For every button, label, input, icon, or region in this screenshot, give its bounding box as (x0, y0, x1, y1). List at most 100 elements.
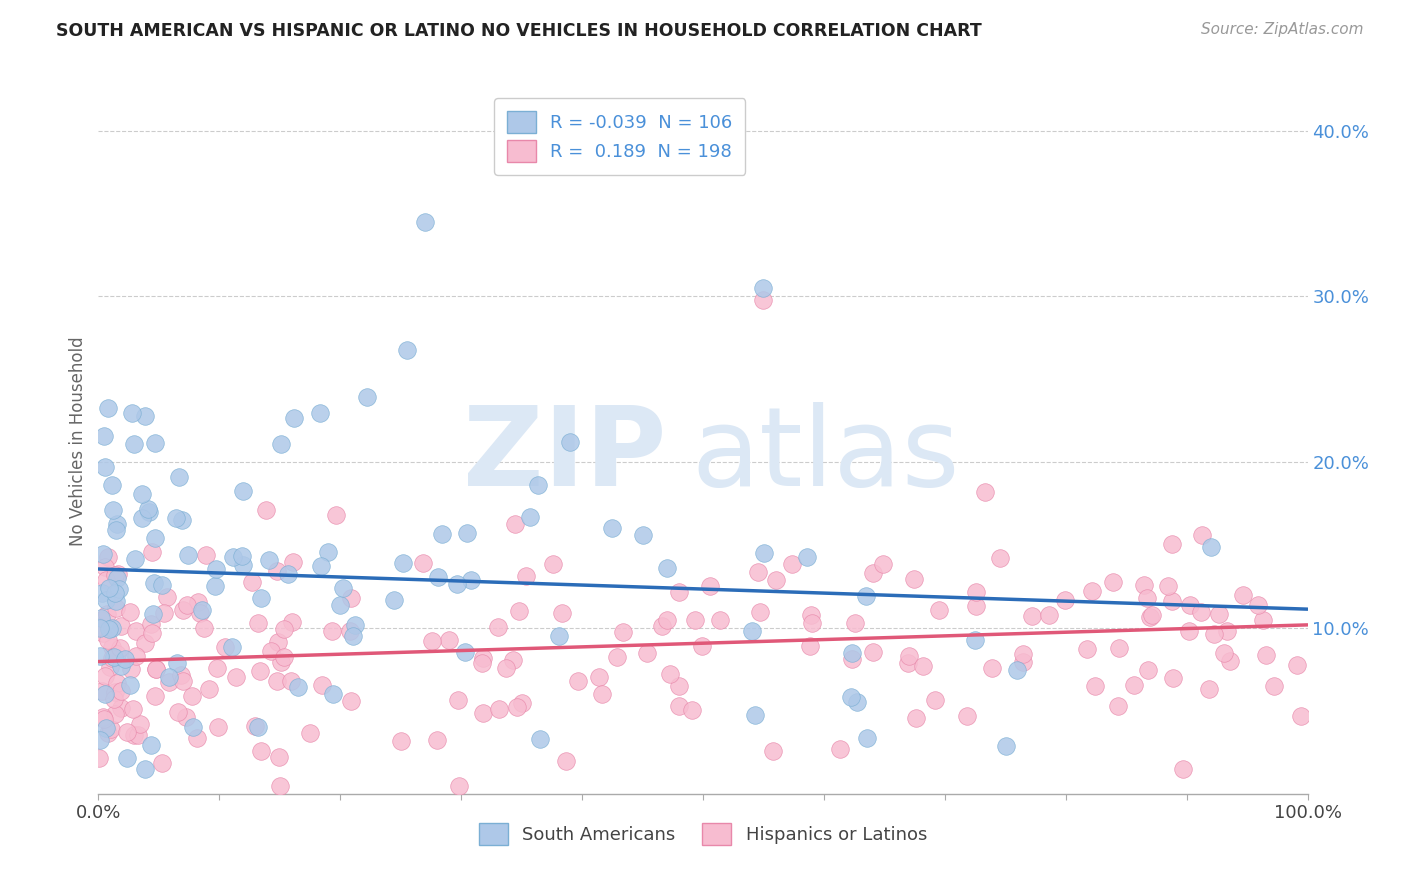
Point (145, 662, 167, 676)
Point (214, 640, 236, 655)
Point (1012, 648, 1035, 662)
Point (115, 724, 138, 739)
Point (995, 739, 1018, 754)
Point (138, 505, 160, 519)
Point (588, 670, 610, 684)
Point (105, 523, 128, 537)
Point (963, 632, 986, 647)
Point (176, 548, 198, 562)
Point (897, 656, 920, 670)
Point (515, 568, 537, 582)
Point (488, 702, 510, 716)
Point (447, 779, 470, 793)
Point (389, 733, 412, 747)
Point (1132, 577, 1154, 591)
Point (1247, 598, 1270, 612)
Point (800, 608, 823, 623)
Point (124, 552, 146, 566)
Point (96, 607, 118, 621)
Point (541, 558, 564, 572)
Point (114, 651, 136, 665)
Point (329, 598, 352, 612)
Point (103, 706, 125, 721)
Point (190, 606, 212, 620)
Point (749, 605, 772, 619)
Point (247, 720, 270, 734)
Point (744, 708, 766, 723)
Point (89, 621, 111, 635)
Point (668, 698, 690, 713)
Point (100, 722, 122, 736)
Point (299, 725, 322, 739)
Point (765, 574, 787, 588)
Point (249, 664, 271, 678)
Point (1216, 624, 1239, 638)
Point (127, 728, 149, 742)
Point (107, 517, 129, 532)
Point (98, 622, 121, 636)
Point (454, 645, 477, 659)
Point (107, 566, 129, 581)
Point (606, 650, 628, 665)
Point (1202, 627, 1225, 641)
Point (94, 459, 117, 474)
Point (841, 690, 863, 704)
Point (1251, 613, 1274, 627)
Point (1219, 654, 1241, 668)
Point (1232, 588, 1254, 602)
Point (115, 751, 138, 765)
Point (988, 551, 1011, 566)
Point (567, 673, 589, 688)
Point (668, 679, 690, 693)
Point (503, 517, 526, 532)
Point (1142, 608, 1164, 623)
Point (752, 293, 775, 307)
Point (1021, 609, 1043, 624)
Point (267, 749, 290, 764)
Point (956, 709, 979, 723)
Point (125, 649, 148, 664)
Point (91, 548, 114, 562)
Point (122, 701, 145, 715)
Point (980, 661, 1002, 675)
Point (799, 640, 821, 654)
Point (270, 656, 292, 670)
Point (1256, 648, 1278, 662)
Point (89, 620, 111, 634)
Point (120, 605, 142, 619)
Point (762, 744, 785, 758)
Point (903, 572, 925, 586)
Point (1285, 658, 1308, 673)
Point (131, 510, 153, 524)
Point (143, 436, 166, 450)
Point (872, 558, 894, 572)
Point (396, 343, 419, 358)
Point (104, 685, 127, 699)
Point (159, 674, 181, 689)
Point (232, 483, 254, 498)
Point (548, 629, 571, 643)
Point (231, 549, 253, 564)
Point (280, 615, 302, 629)
Point (273, 622, 295, 636)
Point (602, 521, 624, 535)
Point (110, 619, 132, 633)
Point (905, 711, 928, 725)
Point (205, 562, 228, 576)
Point (339, 624, 361, 638)
Point (89, 732, 111, 747)
Point (845, 695, 868, 709)
Point (110, 658, 132, 673)
Point (93, 712, 115, 726)
Point (510, 696, 533, 710)
Point (780, 557, 803, 571)
Point (413, 215, 436, 229)
Point (134, 635, 156, 649)
Point (526, 477, 548, 491)
Point (131, 487, 153, 501)
Point (172, 674, 194, 689)
Point (332, 581, 354, 595)
Y-axis label: No Vehicles in Household: No Vehicles in Household (69, 336, 87, 547)
Point (100, 621, 122, 635)
Point (426, 733, 449, 747)
